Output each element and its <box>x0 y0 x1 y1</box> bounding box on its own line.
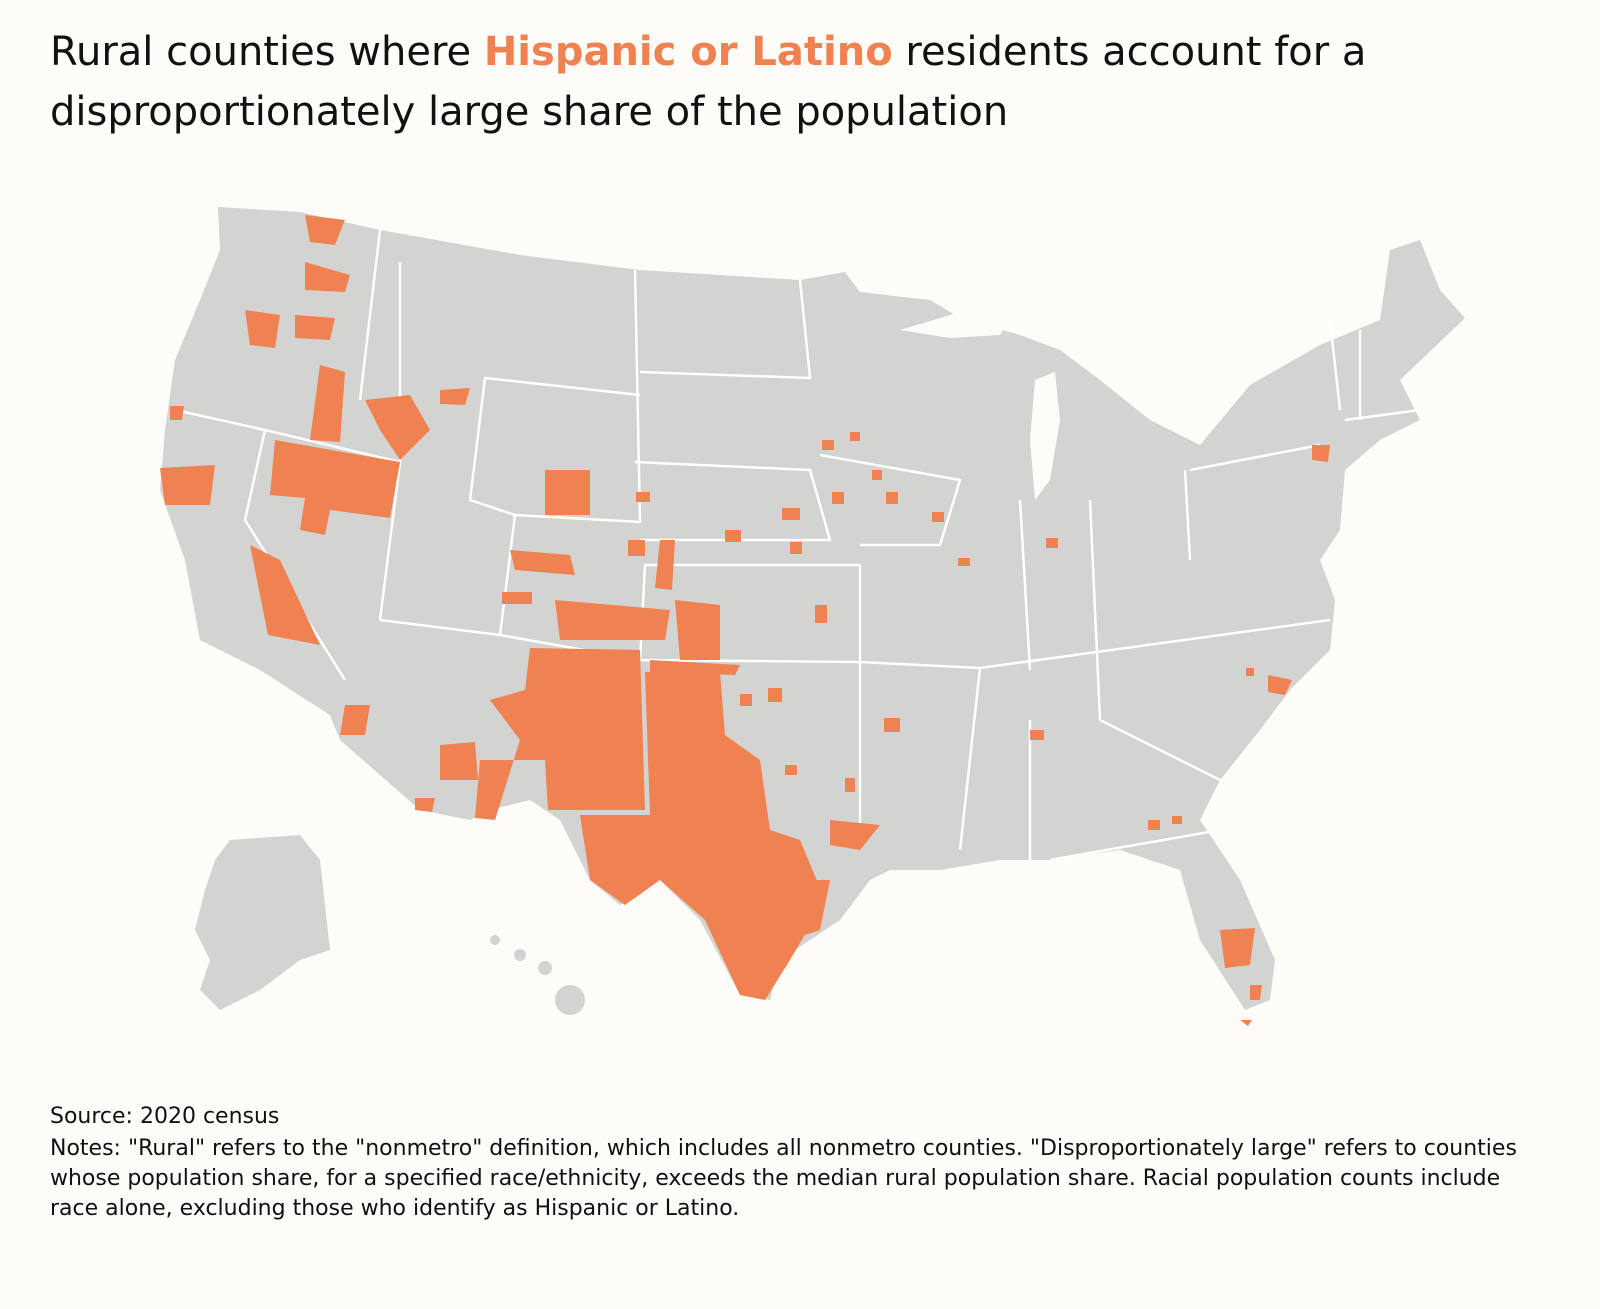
us-map <box>160 207 1465 1026</box>
alaska <box>195 835 330 1010</box>
lake-superior <box>900 312 1010 338</box>
title-highlight: Hispanic or Latino <box>483 29 893 75</box>
hawaii <box>490 935 585 1015</box>
title-text: residents account for a disproportionate… <box>50 29 1367 135</box>
title: Rural counties where Hispanic or Latino … <box>50 22 1470 142</box>
highlighted-counties <box>160 215 1330 1026</box>
notes: Notes: "Rural" refers to the "nonmetro" … <box>50 1136 1517 1221</box>
lake-michigan <box>1030 372 1060 500</box>
title-text: Rural counties where <box>50 29 484 75</box>
state-borders <box>174 229 1421 862</box>
source: Source: 2020 census <box>50 1104 280 1129</box>
